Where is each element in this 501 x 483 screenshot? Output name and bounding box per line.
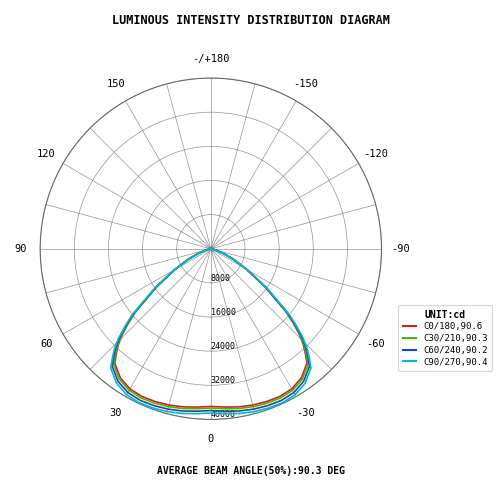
Text: AVERAGE BEAM ANGLE(50%):90.3 DEG: AVERAGE BEAM ANGLE(50%):90.3 DEG bbox=[157, 466, 344, 476]
Text: LUMINOUS INTENSITY DISTRIBUTION DIAGRAM: LUMINOUS INTENSITY DISTRIBUTION DIAGRAM bbox=[112, 14, 389, 28]
Legend: C0/180,90.6, C30/210,90.3, C60/240,90.2, C90/270,90.4: C0/180,90.6, C30/210,90.3, C60/240,90.2,… bbox=[397, 305, 491, 371]
